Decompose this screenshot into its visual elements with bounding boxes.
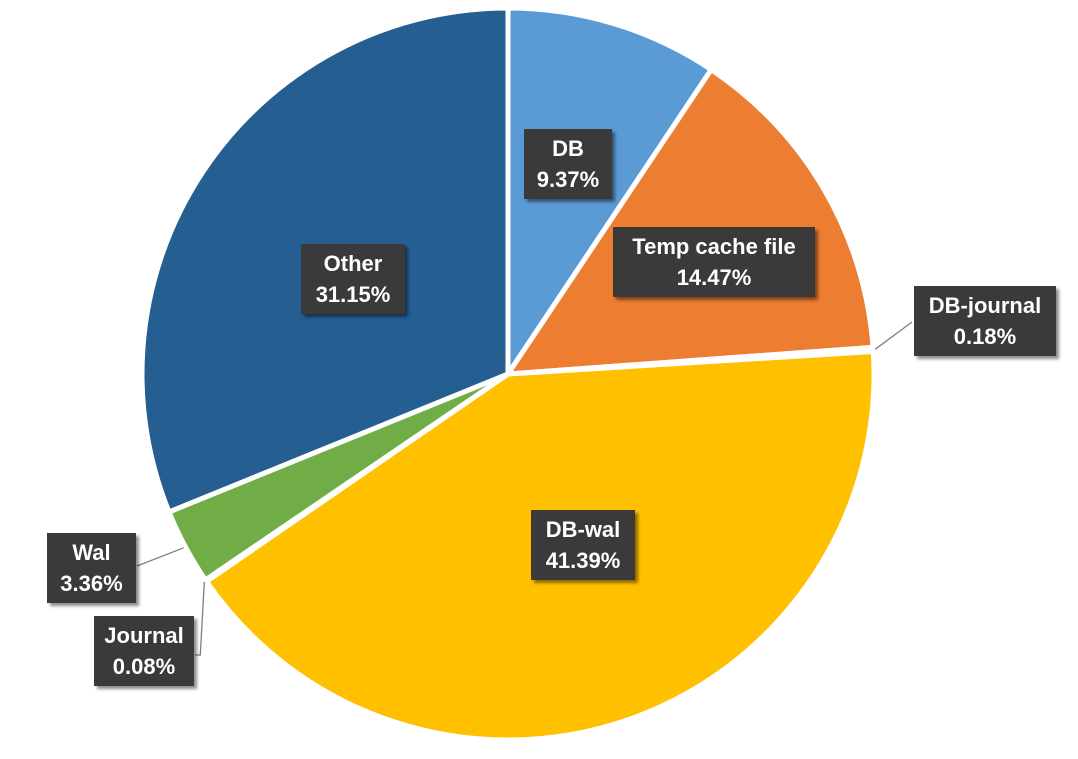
- pie-slices: [139, 5, 877, 743]
- data-label-db: DB 9.37%: [524, 129, 612, 199]
- data-label-value: 14.47%: [676, 265, 752, 290]
- data-label-category: Other: [323, 251, 383, 276]
- data-label-category: DB-journal: [928, 293, 1042, 318]
- data-label-other: Other 31.15%: [301, 244, 405, 314]
- data-label-value: 41.39%: [545, 548, 621, 573]
- data-label-category: Journal: [104, 623, 184, 648]
- data-label-value: 31.15%: [315, 282, 391, 307]
- data-label-wal: Wal 3.36%: [47, 533, 136, 603]
- data-label-category: Wal: [72, 540, 111, 565]
- leader-line-journal: [195, 581, 205, 656]
- data-label-value: 3.36%: [60, 571, 123, 596]
- data-label-value: 9.37%: [536, 167, 600, 192]
- data-label-value: 0.08%: [112, 654, 176, 679]
- data-label-db-journal: DB-journal 0.18%: [914, 286, 1056, 356]
- data-label-temp-cache-file: Temp cache file 14.47%: [613, 227, 815, 297]
- data-label-value: 0.18%: [953, 324, 1017, 349]
- leader-line-db-journal: [874, 321, 913, 350]
- leader-line-wal: [136, 547, 184, 567]
- data-label-category: DB: [552, 136, 584, 161]
- data-label-journal: Journal 0.08%: [94, 616, 194, 686]
- pie-slice-temp-cache-file: [505, 67, 876, 377]
- data-label-db-wal: DB-wal 41.39%: [531, 510, 635, 580]
- leader-lines: [136, 321, 913, 656]
- data-label-category: DB-wal: [545, 517, 621, 542]
- data-label-category: Temp cache file: [632, 234, 796, 259]
